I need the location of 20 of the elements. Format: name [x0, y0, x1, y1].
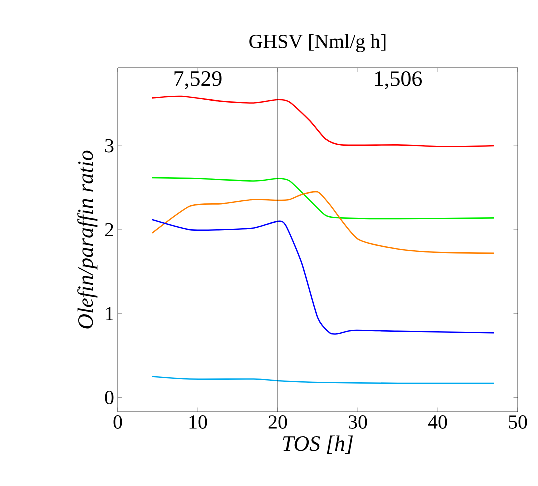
x-tick-label: 50 — [509, 416, 528, 429]
x-tick-label: 30 — [348, 416, 368, 429]
line-series — [152, 219, 495, 335]
y-axis-title: Olefin/paraffin ratio — [78, 150, 98, 329]
y-tick-label: 1 — [106, 307, 114, 320]
chart-title: GHSV [Nml/g h] — [250, 34, 386, 52]
x-tick-label: 40 — [428, 416, 448, 429]
y-tick-label: 2 — [105, 223, 114, 237]
y-tick-label: 0 — [105, 391, 114, 404]
y-tick-label: 3 — [105, 139, 114, 153]
line-series — [152, 191, 495, 254]
line-series — [152, 177, 495, 220]
x-tick-label: 10 — [190, 416, 208, 429]
line-series — [152, 96, 495, 148]
line-series — [152, 376, 495, 384]
x-axis-title: TOS [h] — [283, 436, 354, 454]
annotation: 1,506 — [375, 72, 422, 90]
x-tick-label: 0 — [114, 416, 122, 429]
x-tick-label: 20 — [268, 416, 288, 429]
annotation: 7,529 — [174, 72, 222, 90]
